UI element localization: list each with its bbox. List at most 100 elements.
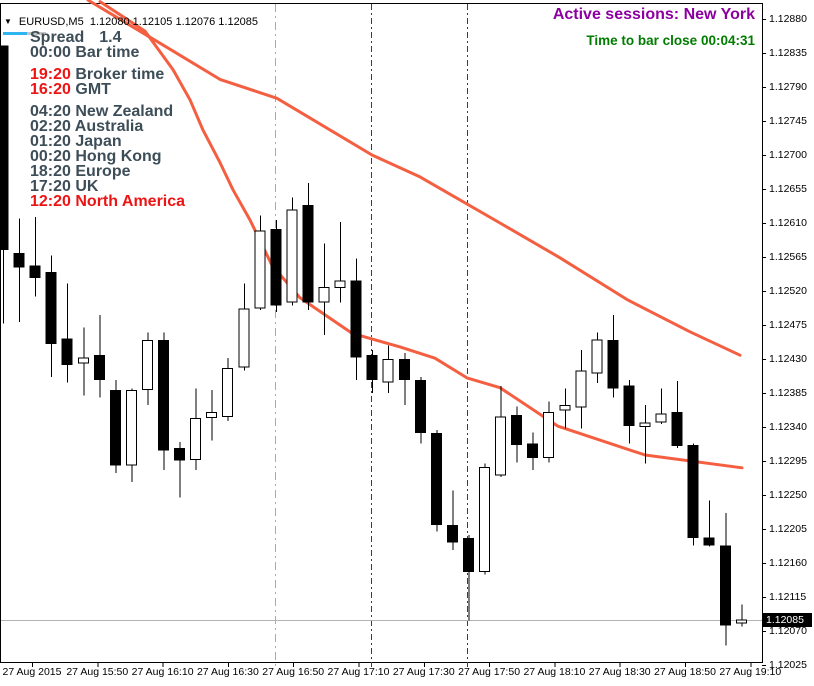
price-axis-label: 1.12160 [769, 557, 807, 569]
ma-line-slow [86, 0, 742, 357]
symbol-ohlc-text: EURUSD,M5 1.12080 1.12105 1.12076 1.1208… [18, 16, 259, 28]
candle-body-bull [334, 280, 346, 288]
candle-body-bear [366, 355, 378, 381]
time-axis-label: 27 Aug 16:30 [196, 666, 259, 678]
candle-body-bear [93, 355, 105, 381]
session-clock-line: 17:20 UK [30, 178, 99, 195]
price-axis-label: 1.12835 [769, 47, 807, 59]
price-axis[interactable]: 1.12880 1.12835 1.12790 1.12745 1.12700 1.126… [762, 0, 814, 671]
candle-body-bear [414, 380, 426, 434]
session-clock-line: Spread 1.4 [30, 29, 122, 46]
price-axis-label: 1.12475 [769, 319, 807, 331]
active-sessions-line: Active sessions: New York [553, 6, 755, 24]
spread-indicator-line-cyan [3, 32, 27, 35]
candle-body-bull [575, 370, 587, 408]
candle-body-bear [607, 340, 619, 389]
candle-body-bear [511, 414, 523, 446]
active-sessions-label: Active sessions: [552, 6, 680, 23]
price-axis-label: 1.12520 [769, 285, 807, 297]
session-clock-line: 01:20 Japan [30, 133, 122, 150]
candle-body-bear [13, 253, 25, 268]
price-axis-label: 1.12250 [769, 489, 807, 501]
candle-body-bear [623, 385, 635, 427]
time-axis-label: 27 Aug 15:50 [66, 666, 129, 678]
session-clock-line: 12:20 North America [30, 193, 186, 210]
session-clock-line: 16:20 GMT [30, 81, 111, 98]
candle-body-bull [254, 230, 266, 309]
candle-body-bull [286, 209, 298, 303]
time-axis-label: 27 Aug 18:30 [588, 666, 651, 678]
price-axis-label: 1.12655 [769, 183, 807, 195]
candle-body-bull [639, 422, 651, 427]
bar-close-value: 00:04:31 [700, 33, 755, 48]
candle-body-bear [109, 390, 121, 466]
candle-body-bull [190, 417, 202, 461]
candle-body-bull [141, 340, 153, 391]
candle-body-bear [29, 265, 41, 279]
bar-close-line: Time to bar close 00:04:31 [553, 33, 755, 48]
candle-body-bear [45, 272, 57, 344]
candle-body-bull [125, 390, 137, 466]
candle-body-bear [430, 433, 442, 526]
price-axis-label: 1.12115 [769, 591, 807, 603]
price-axis-label: 1.12025 [769, 659, 807, 671]
time-axis-label: 27 Aug 17:10 [327, 666, 390, 678]
time-axis-label: 27 Aug 2015 [2, 666, 62, 678]
time-axis-label: 27 Aug 17:50 [458, 666, 521, 678]
active-sessions-panel: Active sessions: New York Time to bar cl… [553, 6, 755, 48]
bar-close-label: Time to bar close [586, 33, 698, 48]
session-clock-overlay: Spread 1.4 00:00 Bar time 19:20 Broker time… [30, 30, 185, 216]
candle-body-bear [446, 525, 458, 543]
candle-body-bull [238, 308, 250, 368]
price-axis-label: 1.12295 [769, 455, 807, 467]
session-clock-line: 04:20 New Zealand [30, 103, 174, 120]
candle-body-bull [591, 339, 603, 374]
price-axis-label: 1.12340 [769, 421, 807, 433]
time-axis-label: 27 Aug 18:50 [654, 666, 716, 678]
time-axis[interactable]: 27 Aug 2015 27 Aug 15:50 27 Aug 16:10 27 Au… [0, 666, 814, 684]
ma-line-fast [98, 0, 744, 470]
candle-body-bear [671, 411, 683, 446]
chart-symbol-title: ▼ EURUSD,M5 1.12080 1.12105 1.12076 1.120… [4, 16, 258, 28]
dropdown-arrow-icon[interactable]: ▼ [4, 17, 12, 26]
candle-body-bull [382, 359, 394, 383]
candle-body-bull [318, 287, 330, 303]
candle-body-bull [543, 411, 555, 458]
price-axis-label: 1.12880 [769, 13, 807, 25]
active-sessions-value: New York [683, 6, 755, 23]
chart-border [0, 3, 763, 663]
candle-body-bear [462, 538, 474, 573]
price-axis-label: 1.12385 [769, 387, 807, 399]
session-clock-line: 00:00 Bar time [30, 44, 140, 61]
candle-body-bear [302, 204, 314, 303]
price-axis-label: 1.12070 [769, 625, 807, 637]
time-axis-label: 27 Aug 17:30 [392, 666, 455, 678]
candle-body-bull [206, 411, 218, 418]
session-clock-line: 00:20 Hong Kong [30, 148, 162, 165]
candle-body-bear [719, 545, 731, 626]
price-axis-label: 1.12790 [769, 81, 807, 93]
candle-body-bear [398, 359, 410, 381]
candle-body-bull [559, 405, 571, 411]
price-axis-label: 1.12430 [769, 353, 807, 365]
time-axis-label: 27 Aug 19:10 [719, 666, 782, 678]
price-axis-label: 1.12745 [769, 115, 807, 127]
price-axis-label: 1.12205 [769, 523, 807, 535]
price-axis-label: 1.12610 [769, 217, 807, 229]
candle-body-bull [735, 619, 747, 624]
candle-body-bull [479, 467, 490, 572]
time-axis-label: 27 Aug 18:10 [523, 666, 586, 678]
candle-body-bear [687, 445, 699, 538]
session-clock-line: 18:20 Europe [30, 163, 131, 180]
session-clock-line: 19:20 Broker time [30, 66, 165, 83]
candle-body-bear [158, 340, 169, 451]
candle-body-bull [222, 368, 234, 418]
candle-body-bear [350, 280, 362, 358]
candle-body-bear [270, 229, 282, 306]
time-axis-label: 27 Aug 16:10 [131, 666, 194, 678]
candle-body-bear [527, 443, 539, 458]
price-axis-label: 1.12565 [769, 251, 807, 263]
candle-body-bull [655, 413, 667, 423]
